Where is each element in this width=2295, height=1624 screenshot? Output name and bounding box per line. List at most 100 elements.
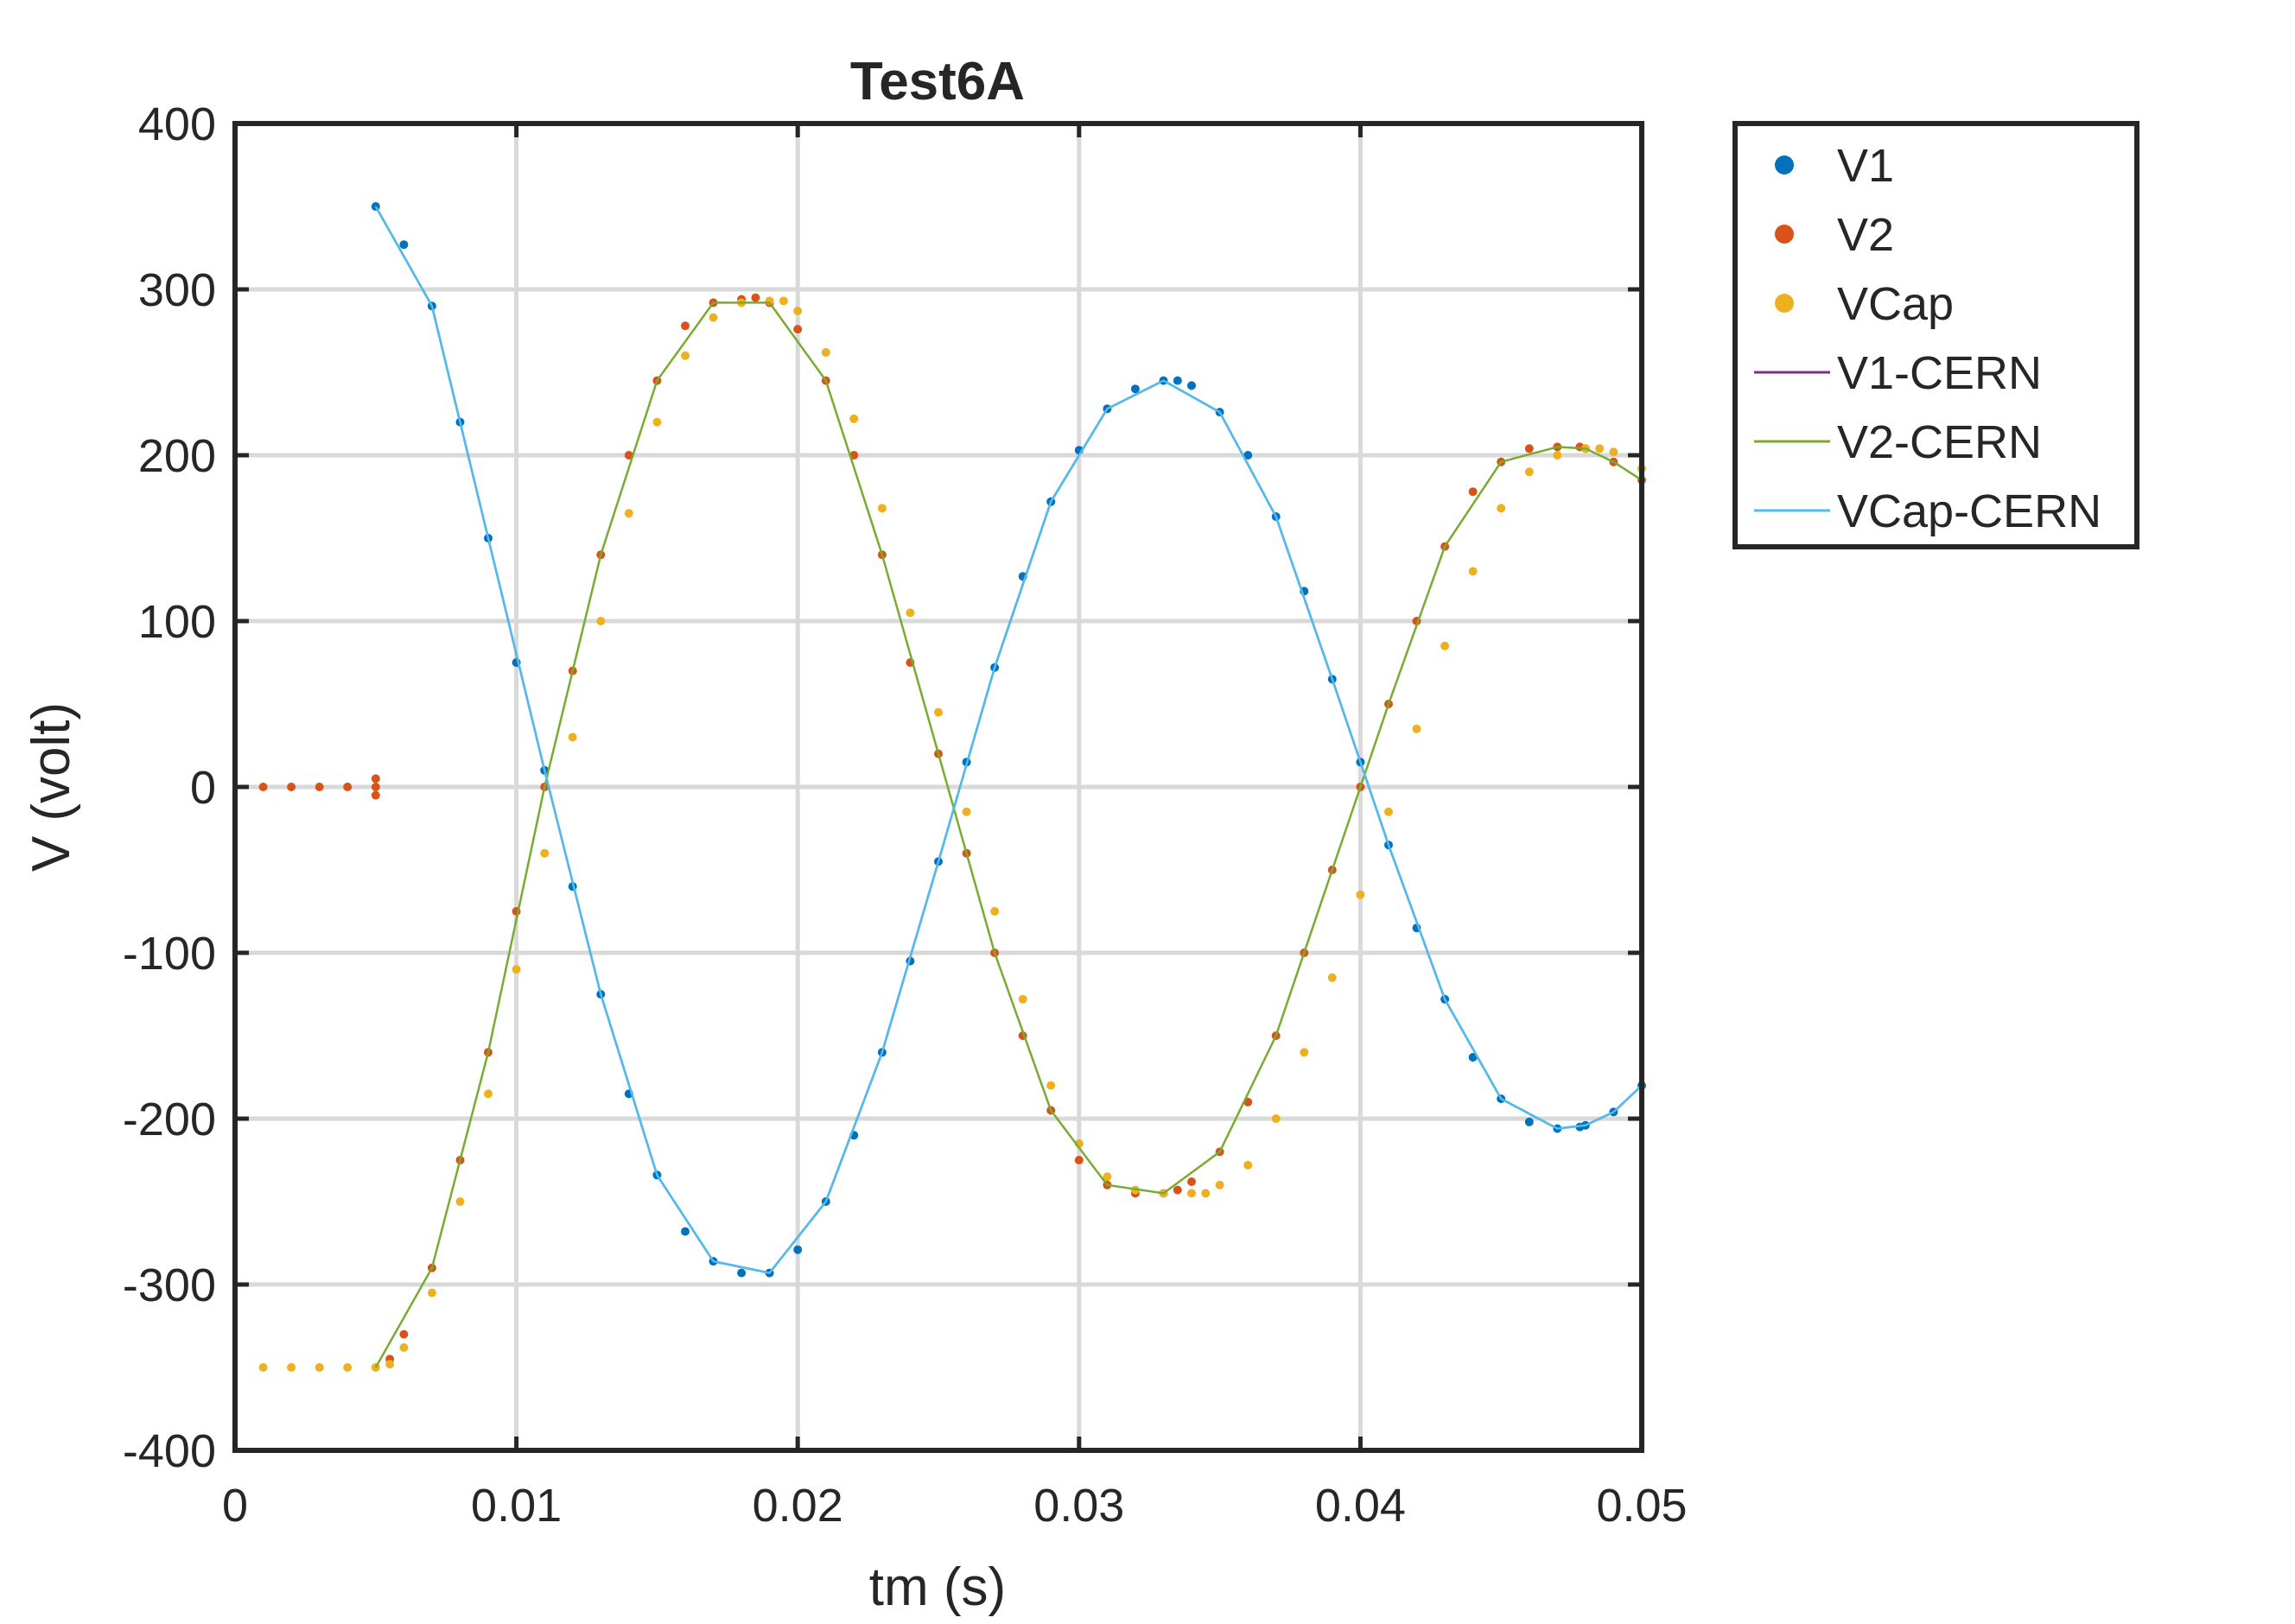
data-point bbox=[1412, 724, 1421, 733]
chart-title: Test6A bbox=[850, 52, 1025, 111]
x-tick-label: 0.05 bbox=[1596, 1480, 1687, 1532]
data-point bbox=[1609, 447, 1618, 457]
data-point bbox=[258, 783, 268, 791]
data-point bbox=[821, 348, 830, 357]
data-point bbox=[1524, 467, 1534, 477]
data-point bbox=[1243, 451, 1253, 460]
legend-marker-swatch bbox=[1775, 294, 1794, 313]
data-point bbox=[1201, 1189, 1211, 1198]
legend-entry: V2 bbox=[1775, 209, 1894, 261]
x-tick-label: 0.02 bbox=[753, 1480, 843, 1532]
data-point bbox=[681, 1227, 690, 1236]
y-tick-label: 300 bbox=[138, 264, 216, 316]
legend-entry: V1 bbox=[1775, 140, 1894, 192]
data-point bbox=[512, 965, 521, 974]
data-point bbox=[455, 1197, 465, 1206]
data-point bbox=[652, 417, 662, 427]
legend-label: V2 bbox=[1837, 209, 1894, 261]
legend-marker-swatch bbox=[1775, 155, 1794, 174]
data-point bbox=[1046, 1081, 1056, 1090]
data-point bbox=[287, 1363, 296, 1372]
data-point bbox=[751, 293, 760, 302]
data-point bbox=[399, 1329, 409, 1339]
data-point bbox=[1440, 641, 1450, 650]
data-point bbox=[1271, 1114, 1281, 1123]
data-point bbox=[371, 774, 380, 783]
series-v2 bbox=[258, 293, 1646, 1364]
series-vcap-cern bbox=[374, 206, 1643, 1274]
data-point bbox=[779, 296, 788, 306]
data-point bbox=[540, 848, 550, 858]
data-point bbox=[287, 783, 296, 791]
data-point bbox=[1384, 807, 1393, 816]
data-point bbox=[1468, 567, 1478, 576]
data-point bbox=[1187, 381, 1196, 390]
legend-label: VCap-CERN bbox=[1837, 485, 2101, 537]
data-point bbox=[1524, 444, 1534, 454]
y-tick-label: 100 bbox=[138, 596, 216, 648]
legend-label: V2-CERN bbox=[1837, 416, 2042, 468]
data-point bbox=[427, 1288, 436, 1297]
data-point bbox=[1327, 973, 1337, 982]
data-point bbox=[484, 1089, 493, 1099]
grid bbox=[235, 124, 1642, 1450]
x-tick-label: 0 bbox=[222, 1480, 248, 1532]
data-point bbox=[1215, 1180, 1224, 1189]
data-point bbox=[624, 451, 633, 460]
data-point bbox=[624, 509, 633, 518]
data-point bbox=[962, 807, 971, 816]
data-point bbox=[1468, 1053, 1478, 1062]
data-point bbox=[793, 325, 803, 334]
data-point bbox=[1130, 384, 1140, 394]
legend-label: VCap bbox=[1837, 278, 1954, 330]
data-point bbox=[1103, 1172, 1112, 1182]
data-point bbox=[343, 783, 353, 791]
data-point bbox=[1173, 376, 1182, 385]
data-point bbox=[934, 707, 943, 717]
data-point bbox=[1497, 504, 1506, 513]
data-point bbox=[371, 783, 380, 791]
y-tick-label: -100 bbox=[123, 928, 216, 980]
data-point bbox=[399, 240, 409, 250]
data-point bbox=[709, 313, 718, 322]
y-tick-label: 0 bbox=[190, 762, 216, 814]
data-point bbox=[681, 351, 690, 360]
data-point bbox=[315, 783, 324, 791]
data-point bbox=[385, 1360, 395, 1369]
data-point bbox=[793, 307, 803, 315]
y-tick-label: 400 bbox=[138, 98, 216, 150]
data-point bbox=[596, 617, 606, 625]
data-point bbox=[258, 1363, 268, 1372]
legend-label: V1-CERN bbox=[1837, 347, 2042, 399]
data-point bbox=[568, 733, 577, 742]
legend: V1 V2 VCap V1-CERN V2-CERN VCap-CERN bbox=[1732, 121, 2139, 549]
data-point bbox=[1018, 994, 1027, 1004]
data-point bbox=[1173, 1185, 1182, 1195]
y-tick-label: -400 bbox=[123, 1425, 216, 1477]
axis-ticks: 0 0.01 0.02 0.03 0.04 0.05 400 300 200 100 0 -100 -2… bbox=[123, 98, 1688, 1532]
y-tick-label: 200 bbox=[138, 430, 216, 482]
data-point bbox=[877, 504, 887, 513]
data-point bbox=[906, 608, 915, 618]
data-point bbox=[1524, 1117, 1534, 1126]
data-point bbox=[1356, 890, 1365, 899]
data-point bbox=[1187, 1177, 1196, 1186]
data-point bbox=[343, 1363, 353, 1372]
legend-entry: VCap-CERN bbox=[1754, 485, 2101, 537]
data-point bbox=[849, 414, 859, 423]
data-point bbox=[1300, 1048, 1309, 1057]
series-line bbox=[374, 301, 1643, 1368]
y-tick-label: -200 bbox=[123, 1094, 216, 1145]
legend-entry: V1-CERN bbox=[1754, 347, 2042, 399]
legend-entry: V2-CERN bbox=[1754, 416, 2042, 468]
data-point bbox=[399, 1343, 409, 1352]
data-point bbox=[315, 1363, 324, 1372]
data-point bbox=[1243, 1160, 1253, 1170]
x-axis-title: tm (s) bbox=[869, 1557, 1006, 1617]
data-point bbox=[1187, 1189, 1196, 1198]
x-tick-label: 0.01 bbox=[471, 1480, 562, 1532]
legend-box bbox=[1732, 121, 2139, 549]
data-point bbox=[1074, 1156, 1084, 1164]
